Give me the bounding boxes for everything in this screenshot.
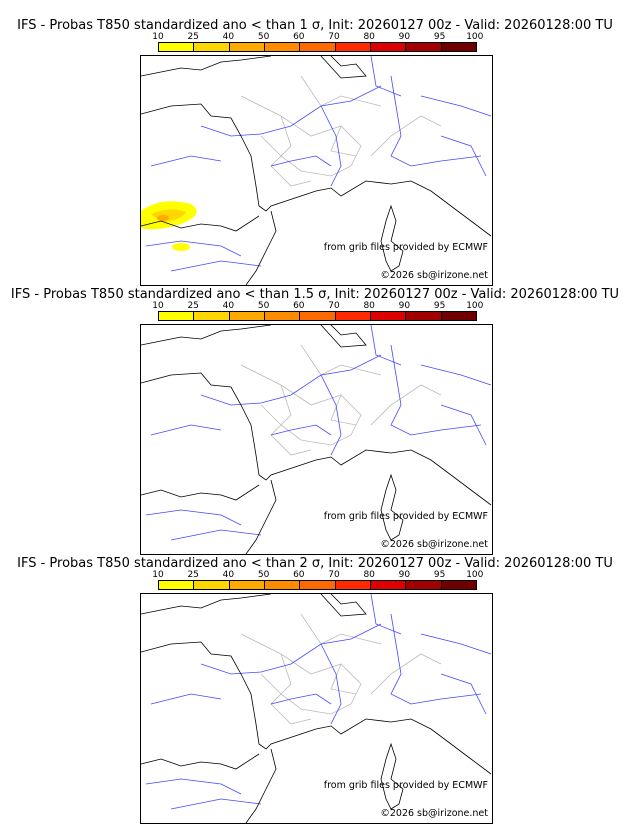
map-panel-3: IFS - Probas T850 standardized ano < tha… bbox=[0, 545, 630, 824]
source-credit: from grib files provided by ECMWF bbox=[323, 780, 488, 791]
map-drawing bbox=[141, 56, 492, 285]
coastline bbox=[141, 325, 492, 554]
map-panel-1: IFS - Probas T850 standardized ano < tha… bbox=[0, 7, 630, 286]
rivers bbox=[145, 325, 492, 541]
copyright-credit: ©2026 sb@irizone.net bbox=[380, 539, 488, 550]
colorbar-tick: 40 bbox=[222, 32, 235, 42]
colorbar-segment bbox=[406, 312, 442, 320]
colorbar bbox=[158, 311, 477, 321]
colorbar-segment bbox=[370, 581, 407, 589]
colorbar-segment bbox=[406, 581, 442, 589]
source-credit: from grib files provided by ECMWF bbox=[323, 242, 488, 253]
colorbar-tick: 95 bbox=[433, 570, 446, 580]
colorbar-tick: 10 bbox=[152, 570, 164, 580]
panel-title: IFS - Probas T850 standardized ano < tha… bbox=[10, 287, 620, 302]
colorbar-segment bbox=[441, 581, 476, 589]
colorbar-segment bbox=[264, 581, 301, 589]
colorbar-tick: 25 bbox=[187, 301, 199, 311]
panel-title: IFS - Probas T850 standardized ano < tha… bbox=[17, 556, 613, 571]
colorbar-tick: 25 bbox=[187, 570, 199, 580]
colorbar-tick: 25 bbox=[187, 32, 199, 42]
map-drawing bbox=[141, 594, 492, 823]
colorbar bbox=[158, 42, 477, 52]
colorbar-tick: 90 bbox=[398, 570, 411, 580]
colorbar-tick: 100 bbox=[466, 570, 484, 580]
map-area: from grib files provided by ECMWF ©2026 … bbox=[140, 55, 493, 286]
colorbar-tick: 40 bbox=[222, 301, 235, 311]
copyright-credit: ©2026 sb@irizone.net bbox=[380, 270, 488, 281]
colorbar-tick: 70 bbox=[328, 32, 340, 42]
colorbar bbox=[158, 580, 477, 590]
map-area: from grib files provided by ECMWF ©2026 … bbox=[140, 593, 493, 824]
colorbar-segment bbox=[370, 312, 407, 320]
colorbar-tick: 10 bbox=[152, 301, 164, 311]
colorbar-tick: 70 bbox=[328, 570, 340, 580]
colorbar-tick: 90 bbox=[398, 301, 411, 311]
colorbar-tick: 50 bbox=[257, 301, 270, 311]
colorbar-segment bbox=[159, 312, 195, 320]
colorbar-tick: 60 bbox=[293, 301, 305, 311]
colorbar-tick: 80 bbox=[363, 570, 375, 580]
colorbar-segment bbox=[194, 43, 230, 51]
colorbar-tick: 50 bbox=[257, 570, 270, 580]
colorbar-tick: 10 bbox=[152, 32, 164, 42]
colorbar-tick: 80 bbox=[363, 301, 375, 311]
colorbar-tick: 95 bbox=[433, 301, 446, 311]
colorbar-segment bbox=[300, 581, 336, 589]
panel-title: IFS - Probas T850 standardized ano < tha… bbox=[17, 18, 613, 33]
colorbar-segment bbox=[441, 312, 476, 320]
coastline bbox=[141, 594, 492, 823]
colorbar-tick: 100 bbox=[466, 32, 484, 42]
colorbar-segment bbox=[229, 312, 265, 320]
colorbar-segment bbox=[194, 581, 230, 589]
colorbar-segment bbox=[264, 43, 301, 51]
colorbar-segment bbox=[264, 312, 301, 320]
colorbar-segment bbox=[159, 43, 195, 51]
rivers bbox=[145, 594, 492, 810]
colorbar-segment bbox=[406, 43, 442, 51]
colorbar-tick: 50 bbox=[257, 32, 270, 42]
colorbar-segment bbox=[335, 581, 371, 589]
colorbar-tick: 95 bbox=[433, 32, 446, 42]
colorbar-tick: 100 bbox=[466, 301, 484, 311]
colorbar-segment bbox=[441, 43, 476, 51]
coastline bbox=[141, 56, 492, 285]
colorbar-tick: 70 bbox=[328, 301, 340, 311]
colorbar-segment bbox=[159, 581, 195, 589]
source-credit: from grib files provided by ECMWF bbox=[323, 511, 488, 522]
probability-areas bbox=[141, 201, 197, 251]
copyright-credit: ©2026 sb@irizone.net bbox=[380, 808, 488, 819]
colorbar-segment bbox=[194, 312, 230, 320]
colorbar-segment bbox=[370, 43, 407, 51]
colorbar-segment bbox=[335, 312, 371, 320]
colorbar-segment bbox=[300, 43, 336, 51]
rivers bbox=[145, 56, 492, 272]
colorbar-tick: 80 bbox=[363, 32, 375, 42]
colorbar-tick: 60 bbox=[293, 32, 305, 42]
map-panel-2: IFS - Probas T850 standardized ano < tha… bbox=[0, 276, 630, 555]
colorbar-tick: 40 bbox=[222, 570, 235, 580]
map-drawing bbox=[141, 325, 492, 554]
colorbar-segment bbox=[300, 312, 336, 320]
colorbar-segment bbox=[229, 581, 265, 589]
colorbar-segment bbox=[335, 43, 371, 51]
colorbar-segment bbox=[229, 43, 265, 51]
map-area: from grib files provided by ECMWF ©2026 … bbox=[140, 324, 493, 555]
colorbar-tick: 90 bbox=[398, 32, 411, 42]
colorbar-tick: 60 bbox=[293, 570, 305, 580]
